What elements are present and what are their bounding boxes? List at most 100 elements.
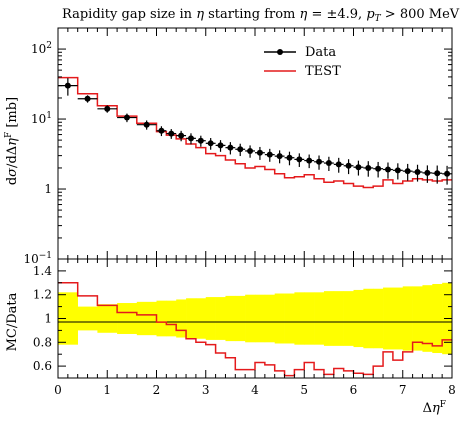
x-axis-label: ΔηF: [423, 400, 446, 416]
data-point: [325, 160, 332, 167]
ratio-y-axis-label: MC/Data: [5, 292, 20, 351]
uncertainty-band-bin: [58, 292, 78, 345]
data-point: [187, 135, 194, 142]
data-point: [434, 170, 441, 177]
data-point: [286, 154, 293, 161]
data-point: [316, 158, 323, 165]
data-uncertainty-band: [58, 282, 453, 355]
data-point: [394, 167, 401, 174]
uncertainty-band-bin: [186, 298, 197, 339]
main-y-tick-label: 1: [44, 182, 52, 196]
uncertainty-band-bin: [392, 287, 404, 350]
uncertainty-band-bin: [176, 299, 187, 338]
data-point: [335, 161, 342, 168]
uncertainty-band-bin: [235, 295, 246, 342]
uncertainty-band-bin: [284, 293, 295, 344]
main-panel: 10−1 1 101 102 dσ/dΔηF [mb] Data TEST: [4, 27, 453, 266]
uncertainty-band-bin: [304, 292, 315, 345]
uncertainty-band-bin: [195, 298, 207, 339]
uncertainty-band-bin: [314, 292, 325, 345]
ratio-y-tick-label: 1.2: [33, 288, 52, 302]
data-point: [276, 153, 283, 160]
uncertainty-band-bin: [117, 303, 138, 334]
x-tick-label: 8: [448, 383, 456, 397]
uncertainty-band-bin: [402, 286, 413, 351]
data-points: [58, 78, 452, 185]
data-point: [306, 157, 313, 164]
uncertainty-band-bin: [245, 294, 256, 343]
chart-title: Rapidity gap size in η starting from η =…: [62, 7, 460, 24]
data-point: [414, 169, 421, 176]
main-frame: [57, 27, 453, 260]
main-y-axis-label: dσ/dΔηF [mb]: [4, 97, 20, 185]
legend-data-marker: [277, 49, 283, 55]
data-point: [256, 149, 263, 156]
uncertainty-band-bin: [215, 297, 226, 340]
data-point: [296, 156, 303, 163]
uncertainty-band-bin: [77, 306, 98, 331]
data-point: [168, 130, 175, 137]
x-tick-label: 5: [300, 383, 308, 397]
uncertainty-band-bin: [136, 301, 157, 336]
data-point: [247, 147, 254, 154]
test-histogram-line: [58, 76, 452, 189]
data-point: [266, 151, 273, 158]
x-tick-label: 6: [350, 383, 358, 397]
x-tick-label: 0: [54, 383, 62, 397]
x-tick-label: 4: [251, 383, 259, 397]
uncertainty-band-bin: [274, 293, 285, 344]
data-point: [424, 169, 431, 176]
uncertainty-band-bin: [383, 287, 394, 350]
uncertainty-band-bin: [205, 297, 216, 340]
ratio-test-histogram: [58, 282, 452, 377]
data-point: [84, 95, 91, 102]
legend-test-label: TEST: [305, 64, 341, 79]
uncertainty-band-bin: [432, 283, 443, 354]
data-point: [365, 164, 372, 171]
uncertainty-band-bin: [166, 300, 177, 337]
uncertainty-band-bin: [225, 295, 236, 342]
data-point: [217, 142, 224, 149]
data-point: [158, 127, 165, 134]
data-point: [384, 166, 391, 173]
test-histogram: [58, 76, 452, 189]
main-y-tick-label: 101: [31, 111, 52, 126]
data-point: [123, 114, 130, 121]
ratio-y-tick-label: 0.8: [33, 335, 52, 349]
main-y-tick-label: 102: [31, 41, 52, 56]
legend: Data TEST: [264, 45, 341, 79]
uncertainty-band-bin: [156, 300, 167, 337]
uncertainty-band-bin: [412, 286, 423, 351]
x-tick-label: 2: [153, 383, 161, 397]
data-point: [104, 105, 111, 112]
x-tick-label: 7: [399, 383, 407, 397]
ratio-y-tick-label: 0.6: [33, 359, 52, 373]
ratio-panel: 0.6 0.8 1 1.2 1.4 0 1 2 3 4 5 6 7 8 MC/Data ΔηF: [5, 258, 456, 416]
data-point: [237, 146, 244, 153]
uncertainty-band-bin: [373, 288, 384, 349]
uncertainty-band-bin: [363, 288, 374, 349]
ratio-y-tick-label: 1: [44, 312, 52, 326]
uncertainty-band-bin: [264, 294, 275, 343]
data-point: [355, 164, 362, 171]
x-tick-label: 1: [103, 383, 111, 397]
data-point: [404, 168, 411, 175]
uncertainty-band-bin: [323, 291, 335, 346]
data-point: [178, 132, 185, 139]
data-point: [143, 121, 150, 128]
data-point: [197, 137, 204, 144]
data-point: [64, 82, 71, 89]
uncertainty-band-bin: [333, 291, 344, 346]
data-point: [345, 162, 352, 169]
legend-data-label: Data: [305, 45, 336, 60]
ratio-test-line: [58, 282, 452, 377]
uncertainty-band-bin: [294, 292, 305, 345]
main-y-tick-label: 10−1: [23, 251, 52, 266]
data-point: [207, 140, 214, 147]
x-tick-label: 3: [202, 383, 210, 397]
uncertainty-band-bin: [343, 291, 354, 346]
uncertainty-band-bin: [255, 294, 266, 343]
data-point: [375, 165, 382, 172]
ratio-y-tick-label: 1.4: [33, 264, 52, 278]
